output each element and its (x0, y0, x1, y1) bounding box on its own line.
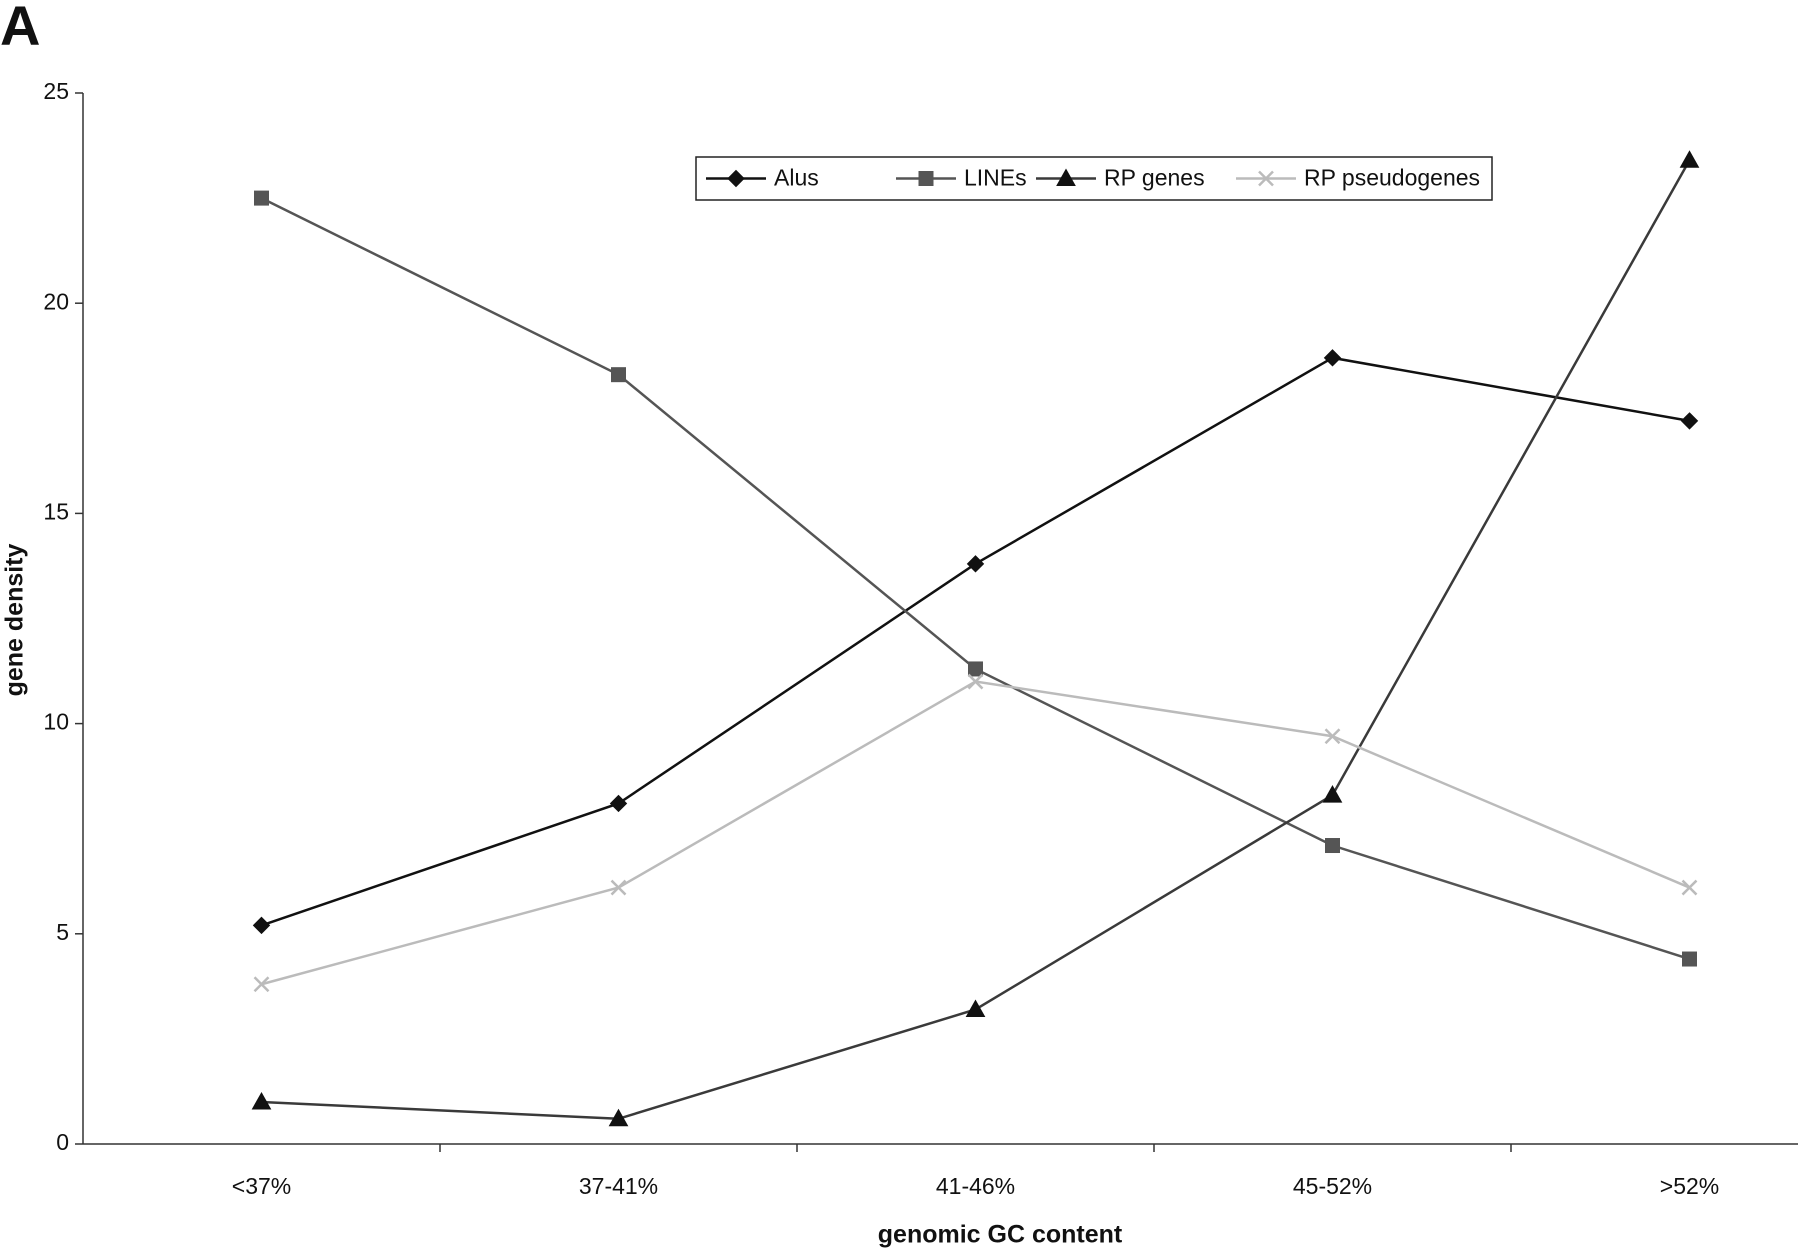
y-tick-label: 15 (43, 498, 69, 524)
marker (610, 879, 627, 896)
marker (967, 673, 984, 690)
marker (252, 916, 271, 935)
marker (611, 367, 626, 383)
legend-label: RP genes (1104, 165, 1205, 191)
series-line (261, 356, 1690, 927)
x-tick-label: 45-52% (1293, 1173, 1372, 1199)
legend-label: Alus (774, 165, 819, 191)
x-tick-label: 41-46% (936, 1173, 1015, 1199)
legend-marker (1258, 170, 1274, 187)
legend-marker (727, 169, 745, 188)
y-tick-label: 5 (56, 919, 69, 945)
x-axis-title: genomic GC content (878, 1221, 1123, 1249)
y-tick-label: 0 (56, 1129, 69, 1155)
marker (1682, 951, 1697, 967)
series-line (260, 196, 1690, 961)
marker (1324, 728, 1341, 745)
marker (253, 976, 270, 993)
y-tick-label: 10 (43, 709, 69, 735)
marker (968, 661, 983, 677)
marker (1680, 412, 1699, 430)
y-tick-label: 20 (43, 288, 69, 314)
y-axis-title: gene density (1, 543, 29, 696)
marker (1679, 150, 1700, 168)
legend-label: LINEs (964, 165, 1027, 191)
marker (251, 1091, 272, 1110)
legend-label: RP pseudogenes (1304, 165, 1480, 191)
marker (608, 1108, 629, 1127)
y-tick-label: 25 (43, 78, 69, 104)
panel-label: A (0, 0, 40, 57)
marker (1323, 349, 1342, 367)
x-tick-label: >52% (1660, 1173, 1719, 1199)
marker (609, 794, 628, 813)
marker (1681, 879, 1698, 896)
x-tick-label: <37% (232, 1173, 291, 1199)
marker (965, 999, 986, 1017)
x-tick-label: 37-41% (579, 1173, 658, 1199)
marker (1322, 785, 1343, 803)
marker (254, 190, 269, 206)
marker (966, 555, 985, 573)
legend-marker (918, 171, 934, 186)
series-line (261, 680, 1690, 986)
marker (1325, 838, 1340, 854)
legend-marker (1056, 168, 1076, 186)
